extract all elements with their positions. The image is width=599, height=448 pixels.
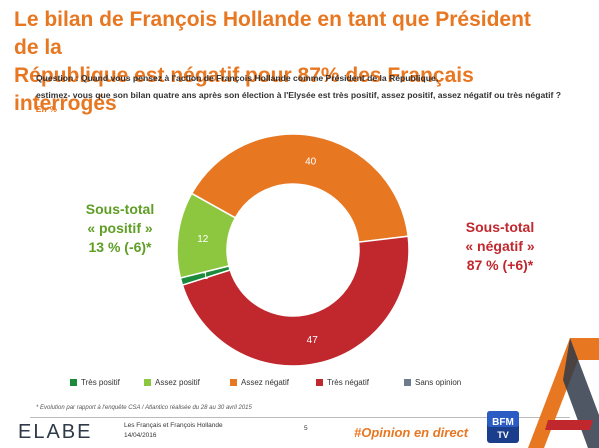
subtotal-positive: Sous-total « positif » 13 % (-6)* (60, 200, 180, 257)
brand-a-decoration (528, 338, 599, 448)
legend-item-tr-s-n-gatif: Très négatif (316, 378, 369, 387)
legend-label: Sans opinion (415, 378, 462, 387)
legend-swatch (230, 379, 237, 387)
legend-swatch (70, 379, 77, 387)
subtotal-negative: Sous-total « négatif » 87 % (+6)* (430, 218, 570, 275)
footer-doc-title: Les Français et François Hollande (124, 422, 223, 429)
hashtag-label: #Opinion en direct (354, 425, 469, 440)
donut-label-tr-s-positif: 1 (203, 271, 209, 282)
footnote: * Evolution par rapport à l'enquête CSA … (36, 405, 252, 411)
question-line-2: estimez- vous que son bilan quatre ans a… (36, 90, 561, 100)
legend-item-tr-s-positif: Très positif (70, 378, 120, 387)
title-line-2: République est négatif pour 87% des Fran… (14, 64, 474, 115)
svg-text:BFM: BFM (492, 417, 514, 428)
donut-slice-assez-n-gatif (190, 133, 410, 244)
legend-swatch (144, 379, 151, 387)
legend-label: Assez positif (155, 378, 200, 387)
svg-text:TV: TV (497, 430, 509, 440)
question-line-1: Question : Quand vous pensez à l'action … (36, 73, 439, 83)
donut-slice-tr-s-positif (179, 265, 232, 287)
subtotal-negative-line-2: « négatif » (465, 238, 535, 254)
bfm-tv-logo: BFM TV (487, 411, 519, 443)
legend-swatch (404, 379, 411, 387)
subtotal-positive-line-1: Sous-total (85, 201, 155, 217)
legend-label: Très négatif (327, 378, 369, 387)
donut-label-assez-n-gatif: 40 (305, 157, 317, 168)
subtotal-negative-line-1: Sous-total (465, 219, 535, 235)
legend-item-assez-positif: Assez positif (144, 378, 200, 387)
subtotal-positive-line-3: 13 % (-6)* (88, 239, 152, 255)
footer-date: 14/04/2016 (124, 432, 157, 439)
subtotal-negative-line-3: 87 % (+6)* (466, 257, 534, 273)
legend-item-sans-opinion: Sans opinion (404, 378, 461, 387)
footer-divider (30, 417, 570, 418)
unit-label: En % (36, 104, 58, 114)
donut-label-assez-positif: 12 (197, 234, 209, 245)
donut-slice-tr-s-n-gatif (181, 235, 410, 367)
legend-label: Assez négatif (241, 378, 290, 387)
donut-label-tr-s-n-gatif: 47 (307, 335, 319, 346)
legend-swatch (316, 379, 323, 387)
legend-item-assez-n-gatif: Assez négatif (230, 378, 289, 387)
page-number: 5 (304, 425, 308, 432)
title-line-1: Le bilan de François Hollande en tant qu… (14, 8, 531, 59)
elabe-logo: ELABE (18, 421, 93, 443)
page-title: Le bilan de François Hollande en tant qu… (14, 6, 554, 118)
subtotal-positive-line-2: « positif » (87, 220, 153, 236)
legend-label: Très positif (81, 378, 120, 387)
